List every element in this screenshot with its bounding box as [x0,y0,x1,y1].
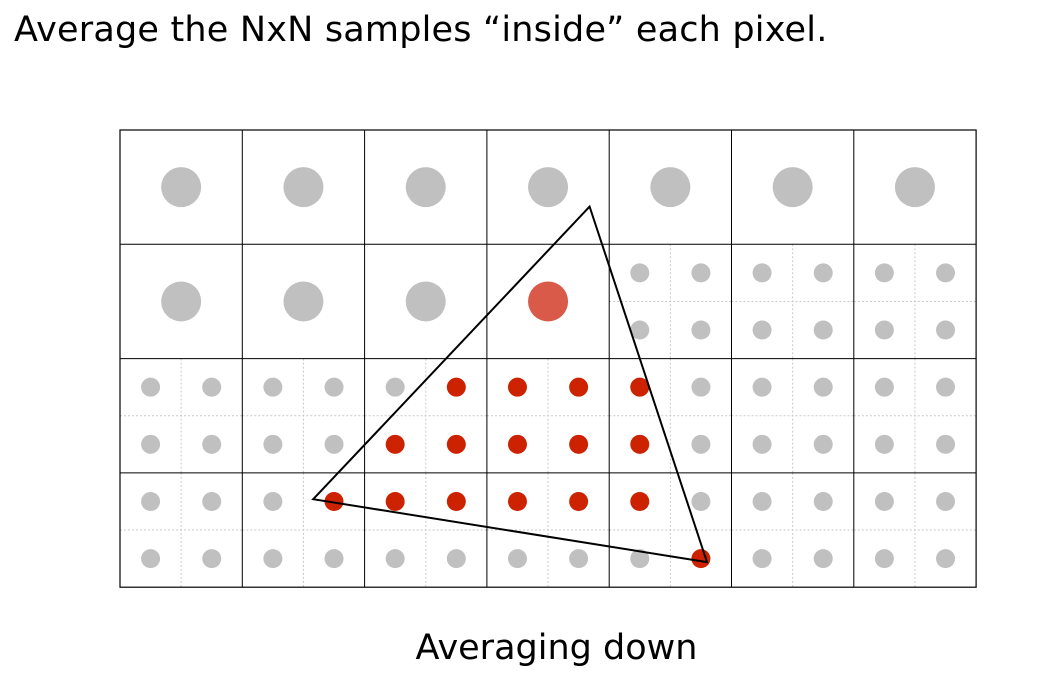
sample-dot-outside [691,320,711,340]
sample-dot-outside [630,549,650,569]
sample-dot-outside [752,491,772,511]
averaged-pixel-dot [528,167,569,208]
sample-dot-inside [691,549,711,569]
sample-dot-outside [385,377,405,397]
sample-dot-inside [630,491,650,511]
sample-dot-outside [141,491,161,511]
sample-dot-outside [936,491,956,511]
sample-dot-inside [446,491,466,511]
sample-dot-outside [263,549,283,569]
sample-dot-outside [141,549,161,569]
sample-dot-outside [936,263,956,283]
sample-dot-inside [630,377,650,397]
sample-dot-outside [263,377,283,397]
sample-dot-outside [874,434,894,454]
sample-dot-outside [752,434,772,454]
sample-dot-outside [874,263,894,283]
averaged-pixel-dot [161,167,202,208]
sample-dot-outside [630,263,650,283]
slide-heading: Average the NxN samples “inside” each pi… [14,10,828,50]
averaged-pixel-dot [283,167,324,208]
sample-dot-outside [752,263,772,283]
sample-dot-outside [385,549,405,569]
sample-dot-outside [936,377,956,397]
sample-dot-outside [630,320,650,340]
sample-dot-outside [507,549,527,569]
sample-dot-outside [263,434,283,454]
averaged-pixel-dot [405,167,446,208]
sample-dot-outside [446,549,466,569]
sample-dot-inside [446,377,466,397]
sample-dot-inside [507,377,527,397]
averaged-pixel-dot [650,167,691,208]
sample-dot-outside [141,377,161,397]
sample-dot-outside [324,377,344,397]
averaged-pixel-dot [405,281,446,322]
sample-dot-outside [691,263,711,283]
sample-dot-inside [507,434,527,454]
sample-dot-outside [324,549,344,569]
sample-dot-outside [813,320,833,340]
sample-dot-outside [936,320,956,340]
averaged-pixel-dot [772,167,813,208]
sample-dot-outside [874,549,894,569]
sample-dot-inside [630,434,650,454]
pixel-grid [119,129,977,588]
sample-dot-outside [569,549,589,569]
sample-dot-outside [202,549,222,569]
sample-dot-outside [936,434,956,454]
sample-dot-outside [202,377,222,397]
sample-dot-outside [752,320,772,340]
sample-dot-outside [202,434,222,454]
sample-dot-inside [446,434,466,454]
subsample-grid [120,244,977,588]
sample-dot-inside [324,491,344,511]
sample-dot-outside [813,263,833,283]
sample-dot-outside [752,377,772,397]
sample-dot-outside [691,377,711,397]
sample-dot-outside [691,491,711,511]
sample-dot-outside [936,549,956,569]
triangle-outline [311,204,709,564]
averaged-pixel-dot [161,281,202,322]
sample-dot-inside [569,377,589,397]
sample-dot-inside [385,491,405,511]
sample-dot-outside [813,549,833,569]
averaged-pixel-dot [528,281,569,322]
sample-dot-inside [385,434,405,454]
sample-dot-outside [874,491,894,511]
averaged-pixel-dot [283,281,324,322]
sample-dot-outside [324,434,344,454]
sample-dot-outside [691,434,711,454]
sample-dot-inside [569,434,589,454]
sample-dot-outside [752,549,772,569]
sample-dot-inside [507,491,527,511]
sample-dot-outside [263,491,283,511]
sample-dot-outside [874,377,894,397]
sample-points [141,167,956,569]
diagram-caption: Averaging down [415,628,698,668]
sample-dot-outside [202,491,222,511]
sample-dot-outside [141,434,161,454]
triangle [311,204,709,564]
sample-dot-outside [813,434,833,454]
averaged-pixel-dot [894,167,935,208]
sample-dot-outside [813,377,833,397]
sample-dot-outside [874,320,894,340]
sample-dot-inside [569,491,589,511]
sample-dot-outside [813,491,833,511]
